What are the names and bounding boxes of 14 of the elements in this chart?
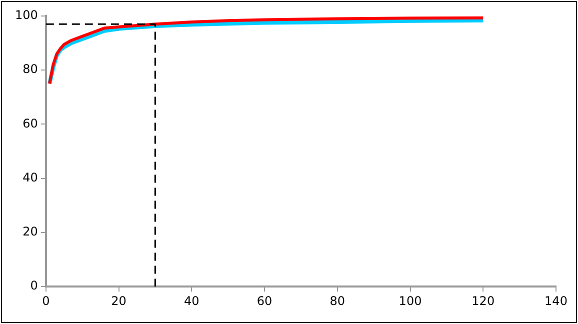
x-tick-label: 100 (398, 294, 422, 308)
x-tick-label: 0 (42, 294, 50, 308)
y-tick-label: 20 (22, 224, 38, 239)
y-tick-label: 80 (22, 62, 38, 76)
y-tick-label: 100 (15, 8, 38, 22)
x-tick-label: 20 (111, 294, 126, 308)
x-tick-label: 120 (472, 294, 495, 308)
x-tick-label: 40 (184, 294, 200, 308)
y-tick-label: 40 (22, 170, 38, 184)
x-tick-label: 140 (544, 294, 568, 308)
y-tick-label: 0 (30, 278, 38, 293)
x-tick-label: 60 (256, 294, 272, 308)
y-tick-label: 60 (22, 116, 38, 130)
x-tick-label: 80 (330, 294, 346, 308)
